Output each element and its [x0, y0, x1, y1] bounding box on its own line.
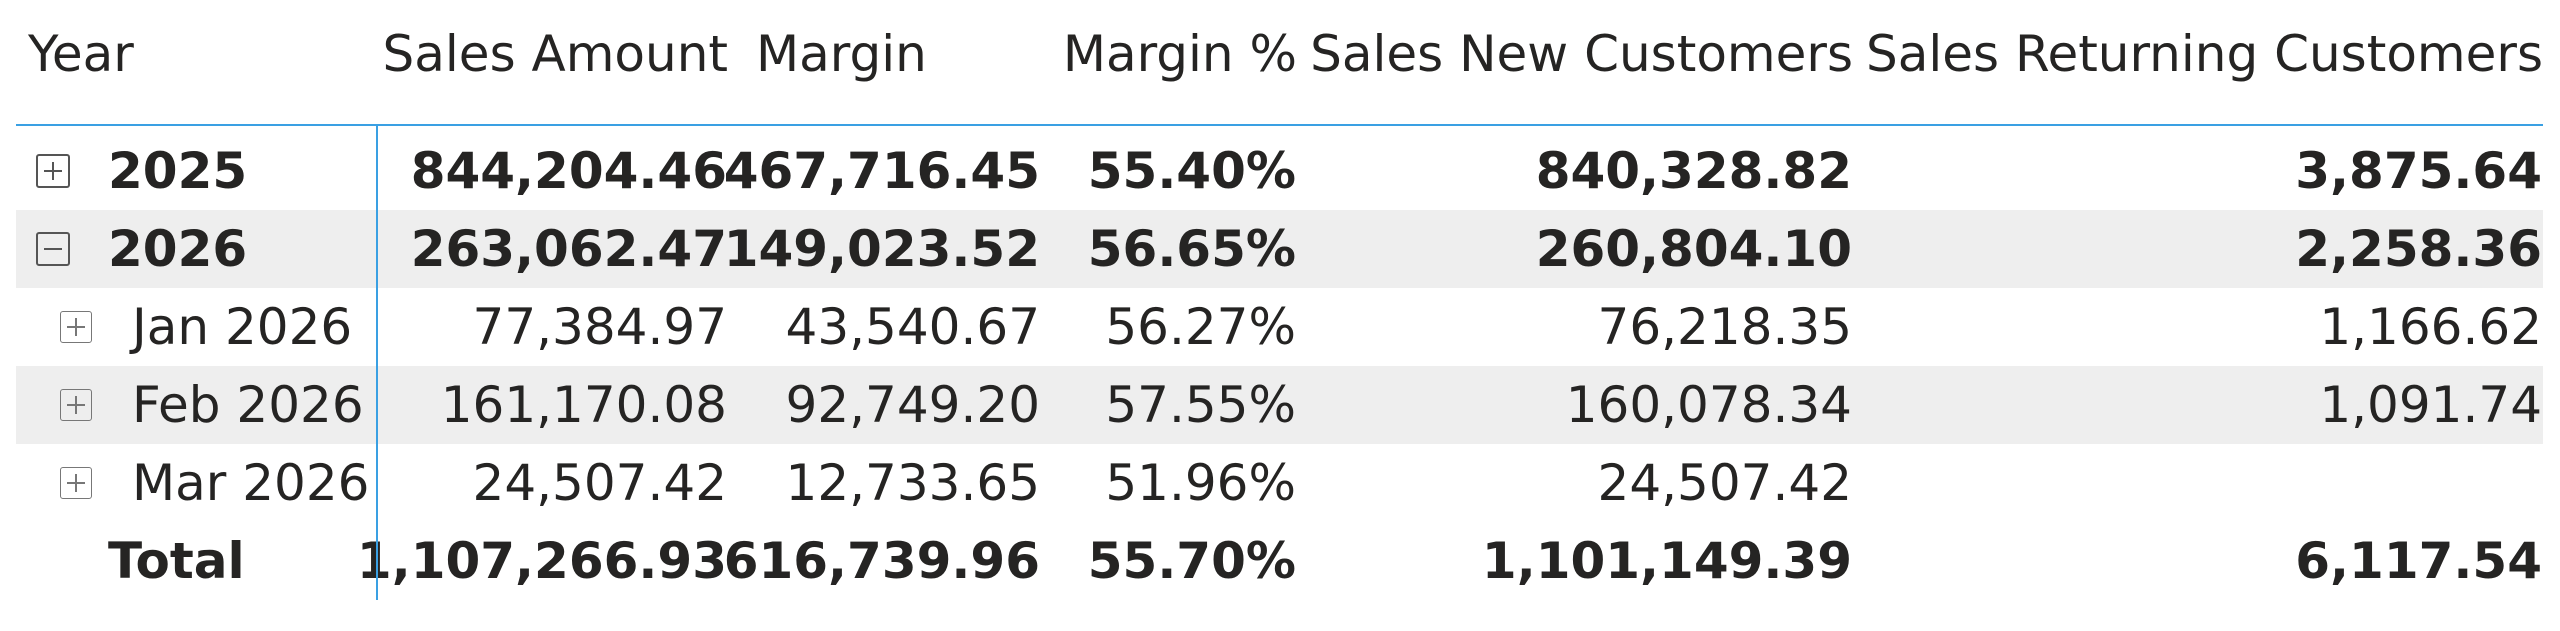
- cell-sales-amount: 77,384.97: [472, 298, 727, 356]
- expand-plus-icon[interactable]: [60, 389, 92, 421]
- column-header-margin-pct[interactable]: Margin %: [1062, 25, 1297, 83]
- header-divider: [16, 124, 2543, 126]
- expand-plus-icon[interactable]: [60, 467, 92, 499]
- table-row-jan-2026: Jan 2026 77,384.97 43,540.67 56.27% 76,2…: [16, 288, 2543, 366]
- cell-sales-amount: 1,107,266.93: [356, 532, 727, 590]
- cell-margin: 149,023.52: [723, 220, 1040, 278]
- cell-sales-amount: 24,507.42: [472, 454, 727, 512]
- row-label: 2026: [108, 220, 248, 278]
- cell-sales-amount: 263,062.47: [410, 220, 727, 278]
- table-row-2025: 2025 844,204.46 467,716.45 55.40% 840,32…: [16, 132, 2543, 210]
- cell-sales-new-customers: 76,218.35: [1597, 298, 1852, 356]
- table-row-feb-2026: Feb 2026 161,170.08 92,749.20 57.55% 160…: [16, 366, 2543, 444]
- cell-sales-new-customers: 1,101,149.39: [1481, 532, 1852, 590]
- cell-sales-returning-customers: 1,091.74: [2319, 376, 2542, 434]
- row-label: Jan 2026: [132, 298, 353, 356]
- collapse-minus-icon[interactable]: [36, 232, 70, 266]
- row-label: Feb 2026: [132, 376, 364, 434]
- cell-sales-returning-customers: 1,166.62: [2319, 298, 2542, 356]
- cell-margin-pct: 51.96%: [1105, 454, 1296, 512]
- column-header-sales-returning-customers[interactable]: Sales Returning Customers: [1865, 25, 2543, 83]
- cell-margin: 616,739.96: [723, 532, 1040, 590]
- cell-margin-pct: 55.40%: [1087, 142, 1296, 200]
- expand-plus-icon[interactable]: [36, 154, 70, 188]
- cell-margin-pct: 56.65%: [1087, 220, 1296, 278]
- cell-sales-new-customers: 840,328.82: [1535, 142, 1852, 200]
- column-header-margin[interactable]: Margin: [756, 25, 927, 83]
- cell-sales-new-customers: 160,078.34: [1565, 376, 1852, 434]
- cell-sales-amount: 161,170.08: [440, 376, 727, 434]
- cell-sales-returning-customers: 3,875.64: [2295, 142, 2542, 200]
- cell-sales-returning-customers: 2,258.36: [2295, 220, 2542, 278]
- cell-margin-pct: 57.55%: [1105, 376, 1296, 434]
- cell-sales-new-customers: 260,804.10: [1535, 220, 1852, 278]
- column-header-sales-amount[interactable]: Sales Amount: [382, 25, 728, 83]
- cell-margin: 12,733.65: [785, 454, 1040, 512]
- row-label: Total: [108, 532, 245, 590]
- table-row-mar-2026: Mar 2026 24,507.42 12,733.65 51.96% 24,5…: [16, 444, 2543, 522]
- cell-sales-new-customers: 24,507.42: [1597, 454, 1852, 512]
- cell-sales-amount: 844,204.46: [410, 142, 727, 200]
- cell-sales-returning-customers: 6,117.54: [2295, 532, 2542, 590]
- expand-plus-icon[interactable]: [60, 311, 92, 343]
- row-label: 2025: [108, 142, 248, 200]
- cell-margin-pct: 56.27%: [1105, 298, 1296, 356]
- table-row-2026: 2026 263,062.47 149,023.52 56.65% 260,80…: [16, 210, 2543, 288]
- cell-margin-pct: 55.70%: [1087, 532, 1296, 590]
- row-label: Mar 2026: [132, 454, 370, 512]
- column-header-sales-new-customers[interactable]: Sales New Customers: [1310, 25, 1853, 83]
- row-header-divider: [376, 126, 378, 600]
- column-header-year[interactable]: Year: [28, 25, 134, 83]
- cell-margin: 92,749.20: [785, 376, 1040, 434]
- table-row-total: Total 1,107,266.93 616,739.96 55.70% 1,1…: [16, 522, 2543, 600]
- cell-margin: 43,540.67: [785, 298, 1040, 356]
- cell-margin: 467,716.45: [723, 142, 1040, 200]
